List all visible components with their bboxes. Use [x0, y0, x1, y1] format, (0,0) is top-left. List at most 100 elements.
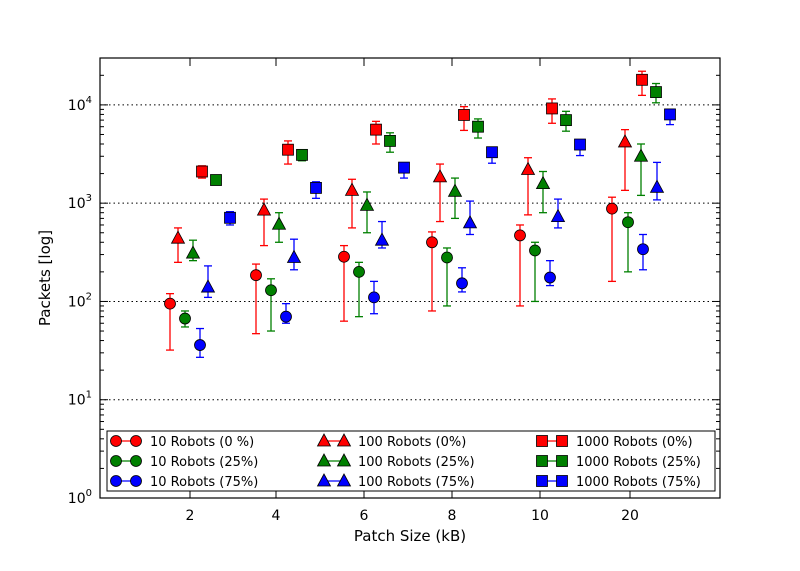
- legend-label: 1000 Robots (75%): [576, 475, 701, 490]
- legend-marker: [536, 455, 548, 467]
- legend-box: [106, 430, 716, 492]
- data-point: [546, 102, 558, 115]
- data-point: [426, 236, 438, 249]
- data-point: [374, 232, 390, 246]
- data-point: [636, 73, 648, 86]
- y-axis-label: Packets [log]: [36, 230, 54, 326]
- legend-marker: [130, 435, 142, 447]
- data-point: [256, 202, 272, 216]
- data-point: [441, 251, 453, 264]
- legend-label: 1000 Robots (0%): [576, 435, 693, 450]
- legend-marker: [110, 435, 122, 447]
- legend-label: 10 Robots (75%): [150, 475, 258, 490]
- data-point: [370, 123, 382, 136]
- data-point: [529, 244, 541, 257]
- data-point: [185, 245, 201, 259]
- y-tick-label: 101: [68, 390, 92, 409]
- x-tick-label: 20: [621, 508, 639, 524]
- data-point: [368, 291, 380, 304]
- data-point: [622, 216, 634, 229]
- data-point: [210, 174, 222, 186]
- data-point: [271, 216, 287, 230]
- data-point: [338, 250, 350, 263]
- legend-marker: [336, 453, 352, 467]
- data-point: [265, 284, 277, 297]
- legend-marker: [336, 473, 352, 487]
- data-point: [520, 161, 536, 175]
- legend-marker: [110, 475, 122, 487]
- data-point: [456, 277, 468, 290]
- legend-label: 100 Robots (25%): [358, 455, 475, 470]
- data-point: [447, 183, 463, 197]
- legend: 10 Robots (0 %) 10 Robots (25%) 10 Robots …: [106, 430, 716, 492]
- data-point: [535, 175, 551, 190]
- y-tick-label: 104: [68, 95, 92, 114]
- data-point: [606, 202, 618, 215]
- data-point: [164, 297, 176, 310]
- data-point: [310, 182, 322, 194]
- x-tick-label: 10: [531, 508, 549, 524]
- plot-frame: [99, 57, 721, 499]
- data-point: [574, 138, 586, 151]
- legend-label: 100 Robots (0%): [358, 435, 466, 450]
- legend-marker: [316, 453, 332, 467]
- data-point: [398, 161, 410, 174]
- data-point: [664, 108, 676, 121]
- data-point: [550, 208, 566, 222]
- data-point: [224, 211, 236, 224]
- data-point: [472, 120, 484, 133]
- data-point: [486, 146, 498, 159]
- data-point: [650, 86, 662, 98]
- data-point: [196, 165, 208, 178]
- data-point: [353, 265, 365, 278]
- data-point: [282, 143, 294, 156]
- legend-label: 100 Robots (75%): [358, 475, 475, 490]
- data-point: [286, 249, 302, 263]
- data-point: [637, 243, 649, 256]
- data-point: [344, 182, 360, 196]
- data-point: [544, 271, 556, 284]
- data-point: [633, 148, 649, 162]
- x-tick-label: 4: [272, 508, 281, 524]
- data-points: [164, 73, 676, 351]
- x-tick-label: 8: [448, 508, 457, 524]
- x-axis-label: Patch Size (kB): [354, 527, 466, 545]
- legend-marker: [110, 455, 122, 467]
- legend-marker: [130, 455, 142, 467]
- axis-ticks: 100 101 102 103 104 2 4 6 8 10 20: [68, 57, 720, 524]
- legend-marker: [536, 435, 548, 447]
- legend-marker: [536, 475, 548, 487]
- data-point: [179, 312, 191, 325]
- legend-label: 10 Robots (0 %): [150, 435, 254, 450]
- legend-label: 1000 Robots (25%): [576, 455, 701, 470]
- data-point: [462, 215, 478, 229]
- data-point: [280, 310, 292, 323]
- legend-marker: [336, 433, 352, 447]
- y-tick-label: 100: [68, 488, 92, 507]
- data-point: [170, 230, 186, 244]
- data-point: [514, 229, 526, 242]
- y-tick-label: 103: [68, 193, 92, 212]
- legend-marker: [316, 473, 332, 487]
- data-point: [250, 269, 262, 282]
- data-point: [200, 279, 216, 293]
- data-point: [458, 109, 470, 121]
- legend-marker: [130, 475, 142, 487]
- legend-marker: [556, 435, 568, 447]
- data-point: [384, 135, 396, 147]
- data-point: [194, 339, 206, 351]
- legend-marker: [316, 433, 332, 447]
- legend-label: 10 Robots (25%): [150, 455, 258, 470]
- data-point: [617, 134, 633, 148]
- data-point: [560, 114, 572, 127]
- data-point: [296, 148, 308, 161]
- data-point: [649, 179, 665, 193]
- data-point: [432, 169, 448, 183]
- error-bars: [166, 70, 674, 358]
- y-tick-label: 102: [68, 291, 92, 310]
- data-point: [359, 197, 375, 211]
- legend-marker: [556, 455, 568, 467]
- legend-marker: [556, 475, 568, 487]
- x-tick-label: 2: [186, 508, 195, 524]
